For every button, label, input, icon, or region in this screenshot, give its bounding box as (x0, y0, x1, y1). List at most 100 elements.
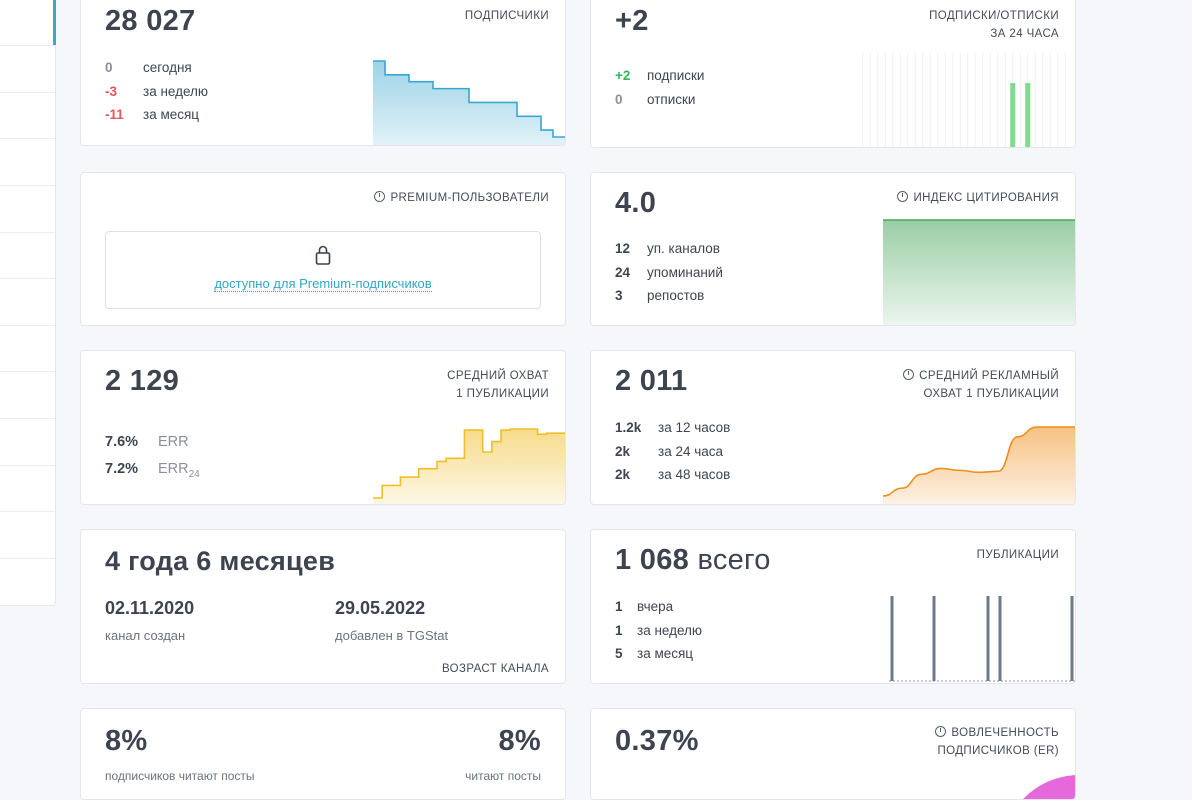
title-line: СРЕДНИЙ ОХВАТ (447, 370, 549, 382)
stat-label: за неделю (143, 83, 209, 99)
chart-area (373, 429, 565, 504)
stat-label: за 12 часов (658, 420, 731, 435)
stat-label: репостов (647, 288, 705, 303)
sidebar-divider (0, 232, 55, 233)
stat-number: 1 (615, 599, 623, 614)
engagement-value: 0.37% (615, 725, 699, 757)
title-line: ОХВАТ 1 ПУБЛИКАЦИИ (923, 388, 1059, 400)
read-percentage-card: 8% 8% подписчиков читают посты читают по… (80, 708, 566, 800)
engagement-chart[interactable] (1023, 759, 1075, 799)
stat-number: 1.2k (615, 420, 642, 435)
title-text: PREMIUM-ПОЛЬЗОВАТЕЛИ (390, 192, 549, 204)
sidebar-divider (0, 45, 55, 46)
stat-label: за 24 часа (658, 443, 724, 459)
lock-icon (315, 245, 331, 265)
stat-number: 2k (615, 467, 631, 482)
err-label: ERR (158, 434, 189, 450)
read-right-label: читают посты (465, 769, 541, 783)
engagement-title: ВОВЛЕЧЕННОСТЬ ПОДПИСЧИКОВ (ER) (935, 724, 1059, 760)
title-line: 1 ПУБЛИКАЦИИ (456, 388, 549, 400)
read-right-value: 8% (498, 725, 541, 757)
chart-bar (986, 596, 990, 681)
sidebar-divider (0, 185, 55, 186)
err-stats: 7.6% ERR 7.2% ERR24 (105, 429, 200, 488)
average-reach-card: 2 129 СРЕДНИЙ ОХВАТ 1 ПУБЛИКАЦИИ 7.6% ERR… (80, 350, 566, 505)
sidebar-divider (0, 371, 55, 372)
stat-number: 3 (615, 288, 623, 303)
sidebar-divider (0, 325, 55, 326)
subscribers-trend-chart[interactable] (373, 57, 565, 145)
help-icon[interactable] (903, 369, 915, 380)
channel-age-value: 4 года 6 месяцев (105, 546, 336, 576)
stat-label: упоминаний (647, 264, 723, 280)
subscribers-count: 28 027 (105, 5, 196, 37)
stat-number: 0 (105, 60, 113, 75)
engagement-card: 0.37% ВОВЛЕЧЕННОСТЬ ПОДПИСЧИКОВ (ER) (590, 708, 1076, 800)
chart-bar (932, 596, 936, 681)
stat-number: 2k (615, 443, 631, 459)
err-value: 7.6% (105, 434, 139, 450)
subscriptions-24h-title: ПОДПИСКИ/ОТПИСКИ ЗА 24 ЧАСА (929, 7, 1059, 43)
chart-area (883, 427, 1075, 504)
title-line: ПОДПИСЧИКОВ (ER) (937, 745, 1059, 757)
stat-label: за месяц (637, 646, 694, 661)
chart-bar (1070, 596, 1074, 681)
ad-reach-card: 2 011 СРЕДНИЙ РЕКЛАМНЫЙ ОХВАТ 1 ПУБЛИКАЦ… (590, 350, 1076, 505)
chart-area (1023, 775, 1075, 799)
created-label: канал создан (105, 628, 186, 643)
stat-number: 1 (615, 622, 623, 638)
help-icon[interactable] (897, 191, 909, 202)
ad-reach-title: СРЕДНИЙ РЕКЛАМНЫЙ ОХВАТ 1 ПУБЛИКАЦИИ (903, 367, 1059, 403)
citation-index-chart[interactable] (883, 219, 1075, 325)
stat-label: вчера (637, 599, 674, 614)
sidebar-divider (0, 465, 55, 466)
premium-locked-box: доступно для Premium-подписчиков (105, 231, 541, 309)
help-icon[interactable] (935, 726, 947, 737)
read-left-value: 8% (105, 725, 148, 757)
premium-subscribe-link[interactable]: доступно для Premium-подписчиков (214, 276, 432, 292)
citation-index-card: 4.0 ИНДЕКС ЦИТИРОВАНИЯ 12 уп. каналов 24 у… (590, 172, 1076, 326)
sidebar-divider (0, 511, 55, 512)
chart-bar (1025, 83, 1031, 147)
added-label: добавлен в TGStat (335, 628, 449, 643)
err24-value: 7.2% (105, 461, 139, 477)
read-left-label: подписчиков читают посты (105, 769, 255, 783)
title-line: ЗА 24 ЧАСА (990, 28, 1059, 40)
subscribers-stats: 0 сегодня -3 за неделю -11 за месяц (105, 56, 208, 127)
publications-card: 1 068 всего ПУБЛИКАЦИИ 1 вчера 1 за неделю… (590, 529, 1076, 684)
stat-number: -3 (105, 83, 118, 99)
ad-reach-chart[interactable] (883, 421, 1075, 504)
average-reach-title: СРЕДНИЙ ОХВАТ 1 ПУБЛИКАЦИИ (447, 367, 549, 403)
stat-label: отписки (647, 91, 696, 107)
stat-number: 5 (615, 646, 623, 661)
chart-bar (998, 596, 1002, 681)
help-icon[interactable] (374, 191, 386, 202)
chart-line (373, 428, 565, 499)
stat-label: за 48 часов (658, 467, 731, 482)
subscribers-card: 28 027 ПОДПИСЧИКИ 0 сегодня -3 за неделю -… (80, 0, 566, 146)
stat-label: уп. каналов (647, 241, 720, 256)
stat-number: 0 (615, 91, 623, 107)
publications-bar-chart[interactable] (889, 594, 1075, 683)
sidebar-divider (0, 418, 55, 419)
sidebar-active-indicator (53, 0, 56, 45)
citation-index-value: 4.0 (615, 187, 657, 219)
subscriptions-24h-bar-chart[interactable] (859, 53, 1069, 147)
stat-number: 24 (615, 264, 631, 280)
stat-number: -11 (105, 107, 124, 122)
chart-bar (890, 596, 894, 681)
citation-index-title: ИНДЕКС ЦИТИРОВАНИЯ (897, 189, 1059, 207)
channel-age-card: 4 года 6 месяцев 02.11.2020 канал создан… (80, 529, 566, 684)
subscriptions-24h-value: +2 (615, 5, 649, 37)
premium-users-title: PREMIUM-ПОЛЬЗОВАТЕЛИ (374, 189, 549, 207)
subscriptions-24h-stats: +2 подписки 0 отписки (615, 64, 704, 111)
sidebar-divider (0, 92, 55, 93)
chart-bar (1010, 83, 1016, 147)
publications-total: 1 068 (615, 544, 690, 576)
created-date: 02.11.2020 (105, 598, 195, 618)
title-line: ВОВЛЕЧЕННОСТЬ (951, 727, 1059, 739)
sidebar (0, 0, 56, 606)
average-reach-chart[interactable] (373, 423, 565, 504)
publications-title: ПУБЛИКАЦИИ (976, 549, 1059, 561)
err24-label: ERR (158, 461, 189, 477)
